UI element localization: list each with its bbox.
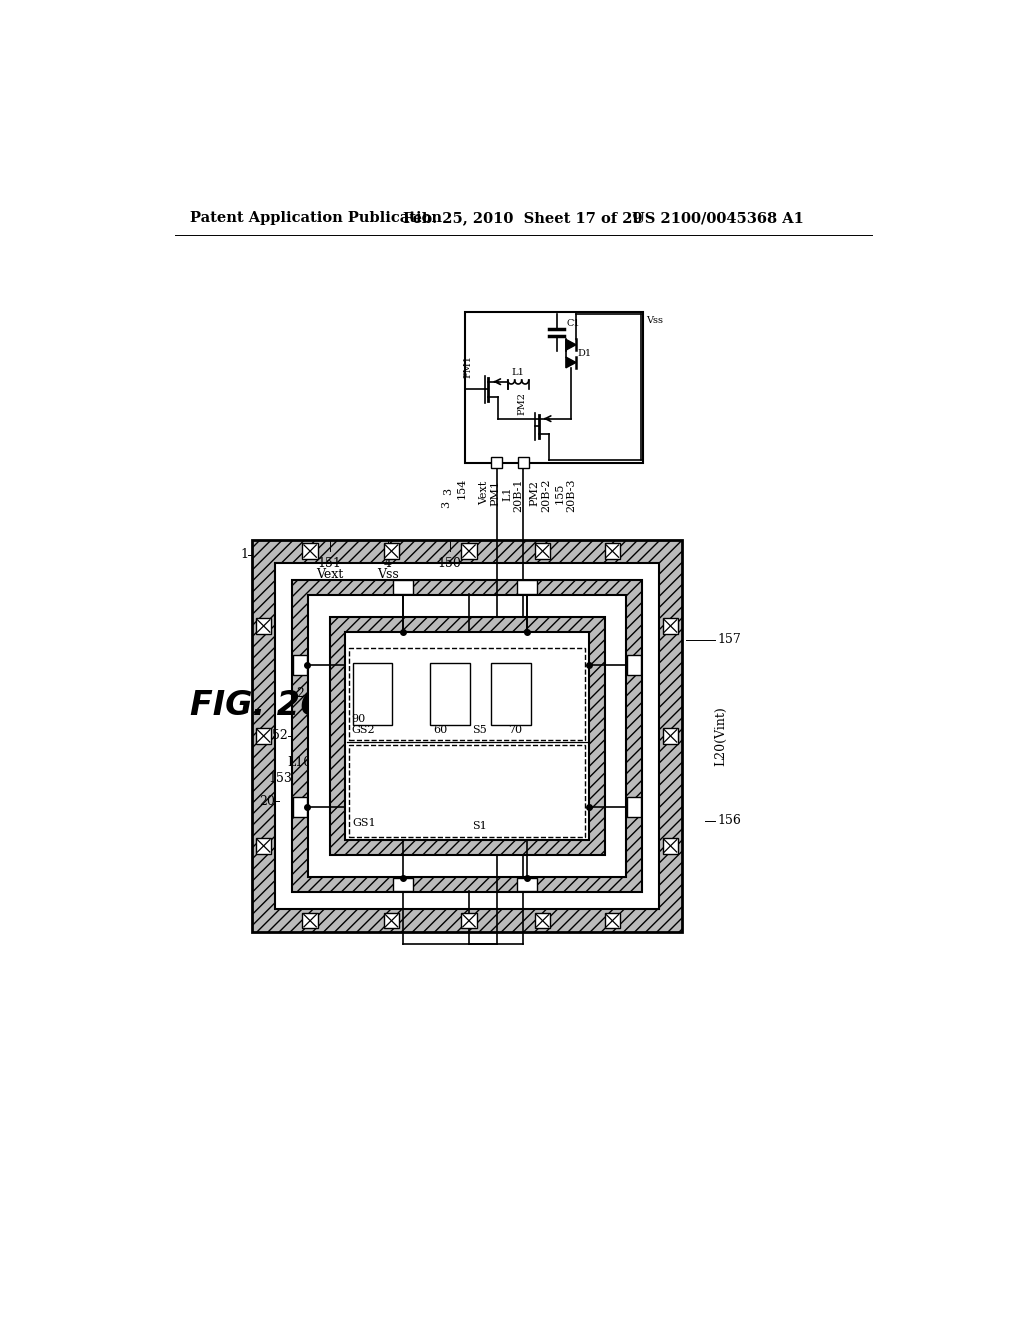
Bar [604, 544, 621, 558]
Bar [430, 663, 469, 725]
Text: Vss: Vss [377, 568, 398, 581]
Text: Feb. 25, 2010  Sheet 17 of 29: Feb. 25, 2010 Sheet 17 of 29 [403, 211, 643, 226]
Bar [663, 729, 678, 743]
Text: GS2: GS2 [351, 725, 375, 735]
Text: 20: 20 [259, 795, 275, 808]
Text: 153: 153 [268, 772, 292, 785]
Text: L1: L1 [502, 486, 512, 500]
Polygon shape [566, 358, 575, 368]
Text: C1: C1 [566, 318, 581, 327]
Text: 20B-3: 20B-3 [566, 478, 577, 512]
Text: S5: S5 [472, 725, 486, 735]
Bar [663, 618, 678, 634]
Bar [627, 655, 641, 676]
Bar [292, 579, 642, 892]
Text: PM1: PM1 [463, 355, 472, 378]
Bar [308, 595, 627, 876]
Bar [517, 581, 538, 594]
Bar [302, 913, 317, 928]
Text: 70: 70 [509, 725, 522, 735]
Bar [492, 663, 530, 725]
Text: 156: 156 [717, 814, 741, 828]
Text: L1: L1 [512, 368, 524, 378]
Polygon shape [566, 339, 575, 350]
Text: Patent Application Publication: Patent Application Publication [190, 211, 442, 226]
Text: 3: 3 [443, 488, 453, 495]
Text: S1: S1 [472, 821, 486, 832]
Bar [302, 544, 317, 558]
Text: PM2: PM2 [517, 392, 526, 414]
Bar [535, 544, 550, 558]
Bar [461, 544, 477, 558]
Text: 155: 155 [555, 483, 564, 504]
Text: 2: 2 [296, 686, 304, 700]
Bar [330, 616, 604, 855]
Text: FIG. 26: FIG. 26 [190, 689, 324, 722]
Bar [627, 796, 641, 817]
Bar [492, 457, 503, 469]
Text: 157: 157 [717, 634, 740, 647]
Bar [393, 878, 414, 891]
Text: D1: D1 [578, 348, 592, 358]
Text: 20B-1: 20B-1 [514, 478, 523, 512]
Text: L20(Vint): L20(Vint) [715, 706, 728, 766]
Text: Vss: Vss [646, 315, 663, 325]
Bar [293, 796, 307, 817]
Bar [352, 663, 392, 725]
Text: Vext: Vext [479, 482, 489, 506]
Bar [275, 562, 658, 909]
Bar [349, 648, 586, 739]
Text: US 2100/0045368 A1: US 2100/0045368 A1 [632, 211, 804, 226]
Bar [293, 655, 307, 676]
Text: 4: 4 [384, 557, 391, 570]
Text: PM1: PM1 [490, 480, 501, 507]
Text: 1: 1 [240, 548, 248, 561]
Bar [256, 729, 271, 743]
Text: Vext: Vext [315, 568, 343, 581]
Text: 90: 90 [351, 714, 366, 725]
Text: GS1: GS1 [352, 818, 377, 828]
Text: 10: 10 [309, 618, 326, 631]
Text: 150: 150 [437, 557, 462, 570]
Bar [517, 878, 538, 891]
Bar [535, 913, 550, 928]
Bar [345, 632, 589, 840]
Bar [393, 581, 414, 594]
Text: L10: L10 [288, 756, 311, 770]
Bar [256, 618, 271, 634]
Text: PM2: PM2 [529, 480, 539, 507]
Bar [465, 313, 643, 462]
Text: 20B-2: 20B-2 [542, 478, 552, 512]
Bar [518, 457, 528, 469]
Bar [349, 746, 586, 837]
Bar [252, 540, 682, 932]
Text: 152: 152 [264, 730, 289, 742]
Text: 60: 60 [433, 725, 447, 735]
Bar [461, 913, 477, 928]
Bar [604, 913, 621, 928]
Bar [256, 838, 271, 854]
Bar [663, 838, 678, 854]
Text: 154: 154 [457, 478, 466, 499]
Bar [384, 913, 399, 928]
Bar [384, 544, 399, 558]
Text: 151: 151 [317, 557, 341, 570]
Text: 3: 3 [440, 502, 451, 508]
